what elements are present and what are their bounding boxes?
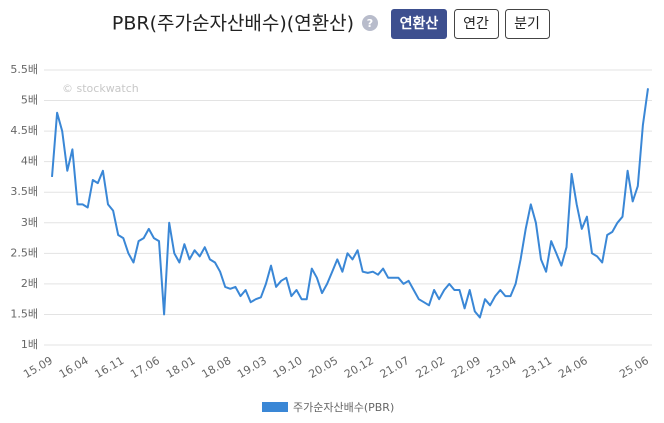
x-tick-label: 22.09 — [449, 354, 483, 381]
x-tick-label: 22.02 — [413, 354, 447, 381]
x-tick-label: 17.06 — [128, 354, 162, 381]
y-tick-label: 1.5배 — [10, 307, 38, 320]
y-tick-label: 4.5배 — [10, 124, 38, 137]
y-tick-label: 3배 — [21, 216, 38, 229]
x-tick-label: 15.09 — [21, 354, 55, 381]
x-tick-label: 23.04 — [485, 354, 519, 381]
legend-label: 주가순자산배수(PBR) — [293, 401, 394, 414]
y-tick-label: 2.5배 — [10, 246, 38, 259]
x-tick-label: 20.12 — [342, 354, 376, 381]
legend-swatch — [262, 402, 288, 412]
help-icon[interactable] — [362, 15, 378, 31]
button-label: 연간 — [463, 16, 489, 32]
x-tick-label: 19.10 — [271, 354, 305, 381]
button-annual-active[interactable] — [391, 9, 447, 39]
x-tick-label: 16.04 — [57, 354, 91, 381]
x-tick-label: 23.11 — [520, 354, 554, 381]
help-text: ? — [367, 17, 373, 30]
x-tick-label: 18.08 — [200, 354, 234, 381]
watermark: © stockwatch — [62, 82, 139, 95]
x-tick-label: 16.11 — [93, 354, 127, 381]
y-tick-label: 4배 — [21, 155, 38, 168]
button-quarterly[interactable] — [505, 9, 550, 39]
x-tick-label: 21.07 — [378, 354, 412, 381]
button-label: 분기 — [514, 16, 540, 32]
x-tick-label: 25.06 — [617, 354, 651, 381]
button-yearly[interactable] — [454, 9, 499, 39]
x-tick-label: 19.03 — [235, 354, 269, 381]
chart-title: PBR(주가순자산배수)(연환산) — [112, 13, 354, 35]
y-tick-label: 3.5배 — [10, 185, 38, 198]
x-tick-label: 24.06 — [556, 354, 590, 381]
y-tick-label: 2배 — [21, 277, 38, 290]
y-tick-label: 5.5배 — [10, 63, 38, 76]
button-label: 연환산 — [400, 15, 439, 32]
y-tick-label: 5배 — [21, 94, 38, 107]
x-tick-label: 18.01 — [164, 354, 198, 381]
y-tick-label: 1배 — [21, 338, 38, 351]
line — [51, 88, 649, 319]
x-tick-label: 20.05 — [306, 354, 340, 381]
